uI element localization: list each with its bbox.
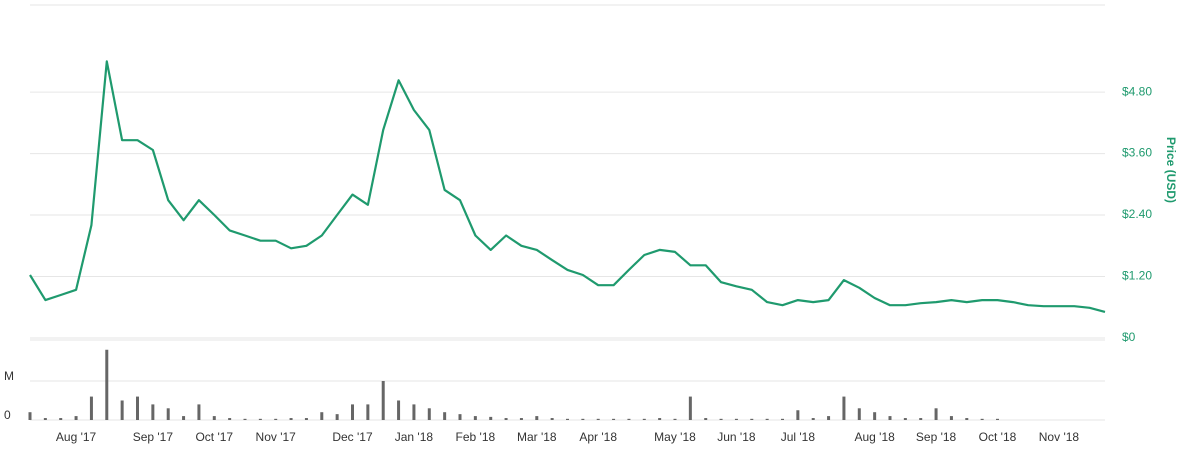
volume-bar — [550, 418, 554, 420]
x-tick-label: Nov '18 — [1039, 430, 1080, 444]
volume-bar — [136, 396, 139, 420]
volume-bar — [335, 414, 339, 420]
volume-bar — [89, 396, 93, 420]
volume-bar — [351, 404, 354, 420]
volume-bar — [873, 412, 877, 420]
x-tick-label: Apr '18 — [579, 430, 617, 444]
volume-bar — [412, 404, 416, 420]
volume-bar — [151, 404, 155, 420]
volume-bar — [166, 408, 170, 420]
volume-bar — [781, 418, 784, 420]
volume-bar — [673, 418, 677, 420]
volume-bar — [934, 408, 938, 420]
volume-bar — [965, 418, 969, 420]
volume-bar — [919, 418, 923, 420]
volume-bar — [366, 404, 370, 420]
volume-bar — [427, 408, 431, 420]
x-tick-label: Sep '17 — [133, 430, 174, 444]
volume-bar — [212, 416, 216, 420]
volume-bar — [274, 418, 278, 420]
price-line — [29, 60, 1106, 313]
volume-bar — [980, 418, 984, 420]
x-tick-label: Feb '18 — [456, 430, 496, 444]
volume-bar — [443, 412, 447, 420]
volume-bar — [43, 418, 47, 420]
volume-bar — [949, 416, 953, 420]
y-tick-label: $3.60 — [1122, 146, 1152, 160]
volume-bar — [28, 412, 32, 420]
x-tick-label: May '18 — [654, 430, 696, 444]
x-tick-label: Nov '17 — [256, 430, 297, 444]
volume-bar — [182, 416, 186, 420]
volume-bar — [473, 416, 477, 420]
y-tick-label: $4.80 — [1122, 84, 1152, 98]
y-tick-label: 0 — [4, 408, 11, 422]
volume-bar — [258, 418, 262, 420]
volume-bar — [734, 418, 738, 420]
volume-bar — [627, 418, 631, 420]
y-tick-label: M — [4, 369, 14, 383]
volume-bar — [381, 380, 385, 420]
volume-bar — [642, 418, 646, 420]
x-tick-label: Jan '18 — [395, 430, 434, 444]
volume-bar — [489, 416, 493, 420]
volume-bar — [105, 349, 109, 420]
volume-bar — [458, 414, 462, 420]
volume-bar — [304, 418, 308, 420]
x-tick-label: Sep '18 — [916, 430, 957, 444]
volume-bar — [612, 418, 616, 420]
x-tick-label: Mar '18 — [517, 430, 557, 444]
volume-bar — [289, 418, 293, 420]
x-tick-label: Jun '18 — [717, 430, 756, 444]
volume-bar — [228, 418, 232, 420]
volume-bar — [888, 416, 892, 420]
y-tick-label: $1.20 — [1122, 269, 1152, 283]
volume-bar — [811, 418, 815, 420]
volume-bar — [320, 412, 324, 420]
volume-bar — [996, 418, 999, 420]
volume-bar — [765, 418, 769, 420]
volume-bar — [688, 396, 692, 420]
x-tick-label: Oct '17 — [195, 430, 233, 444]
x-tick-label: Jul '18 — [781, 430, 816, 444]
volume-bar — [504, 418, 508, 420]
volume-bar — [243, 418, 247, 420]
volume-bar — [59, 418, 63, 420]
volume-bar — [827, 416, 831, 420]
volume-bar — [581, 418, 585, 420]
volume-bar — [535, 416, 539, 420]
volume-bar — [74, 416, 78, 420]
y-tick-label: $0 — [1122, 330, 1136, 344]
volume-bar — [719, 418, 723, 420]
volume-bar — [750, 418, 754, 420]
volume-bar — [120, 400, 124, 420]
volume-bar — [596, 418, 600, 420]
volume-bar — [903, 418, 907, 420]
y-axis-title: Price (USD) — [1164, 137, 1178, 203]
x-tick-label: Aug '17 — [56, 430, 97, 444]
volume-bar — [658, 418, 662, 420]
volume-bar — [857, 408, 861, 420]
volume-bar — [519, 418, 523, 420]
volume-bar — [566, 418, 569, 420]
volume-bar — [842, 396, 846, 420]
volume-bar — [197, 404, 201, 420]
x-tick-label: Dec '17 — [332, 430, 373, 444]
volume-bar — [796, 410, 800, 420]
y-tick-label: $2.40 — [1122, 207, 1152, 221]
volume-bar — [397, 400, 401, 420]
x-tick-label: Aug '18 — [854, 430, 895, 444]
volume-bar — [704, 418, 708, 420]
x-tick-label: Oct '18 — [979, 430, 1017, 444]
